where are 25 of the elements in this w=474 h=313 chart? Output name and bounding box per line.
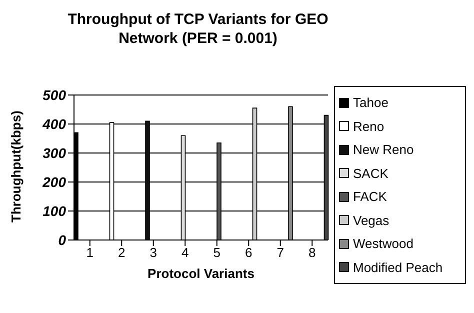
legend-label: New Reno	[353, 142, 414, 158]
y-axis-title: Throughput(kbps)	[8, 110, 24, 222]
y-tick-label: 300	[42, 144, 66, 161]
x-tick-label: 4	[182, 245, 189, 260]
x-tick-label: 8	[308, 245, 316, 260]
x-tick-label: 5	[213, 245, 220, 260]
legend-label: SACK	[353, 166, 388, 181]
legend-label: Vegas	[353, 212, 390, 228]
x-tick-label: 2	[118, 245, 126, 260]
y-tick-label: 100	[42, 202, 66, 219]
legend-label: Modified Peach	[353, 260, 443, 275]
y-tick-label: 400	[42, 116, 66, 132]
legend-label: Reno	[353, 118, 384, 134]
legend-label: Westwood	[353, 236, 414, 252]
y-tick-label: 200	[42, 174, 66, 190]
legend-label: FACK	[353, 189, 387, 204]
legend-label: Tahoe	[353, 95, 388, 110]
x-tick-label: 3	[150, 245, 157, 260]
chart-title: Throughput of TCP Variants for GEO Network (PER = 0.001)	[66, 10, 330, 48]
x-tick-label: 6	[245, 245, 252, 260]
y-tick-label: 500	[42, 86, 66, 103]
x-tick-label: 1	[86, 245, 94, 260]
x-axis-title: Protocol Variants	[148, 266, 254, 281]
y-tick-label: 0	[58, 232, 66, 248]
x-tick-label: 7	[276, 245, 284, 260]
